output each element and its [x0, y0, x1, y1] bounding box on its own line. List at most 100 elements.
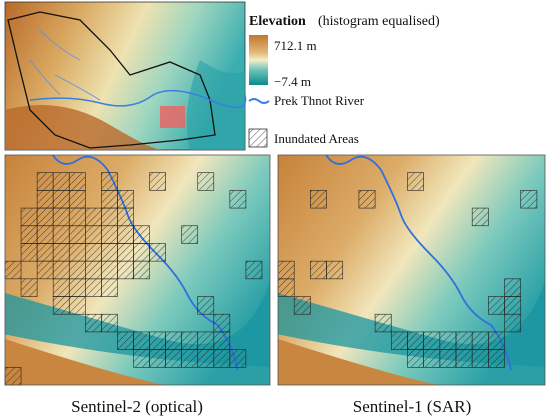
inundated-cell	[85, 225, 102, 244]
inundated-cell	[504, 296, 522, 315]
highland	[5, 339, 164, 385]
inundated-cell	[133, 331, 150, 350]
colorbar	[249, 35, 268, 85]
inundated-cell	[149, 243, 166, 262]
inundated-cell	[68, 278, 86, 297]
inundated-cell	[52, 260, 70, 280]
inundated-cell	[149, 349, 166, 368]
inundated-cell	[117, 190, 134, 209]
inundated-cell	[197, 296, 215, 315]
inundated-cell	[504, 278, 522, 297]
inundated-cell	[52, 278, 70, 297]
inundated-cell	[229, 349, 247, 368]
inundated-cell	[165, 349, 182, 368]
inundated-cell	[101, 313, 118, 333]
inundated-cell	[149, 331, 166, 350]
inundated-cell	[277, 260, 295, 280]
map-panel	[277, 154, 546, 386]
inundated-cell	[101, 278, 118, 297]
inundated-cell	[101, 243, 118, 262]
study-area-box	[160, 106, 185, 128]
inundated-cell	[423, 331, 441, 350]
inundated-label: Inundated Areas	[274, 131, 359, 146]
inundated-cell	[117, 331, 134, 350]
map-panel	[4, 154, 271, 386]
inundated-cell	[52, 296, 70, 315]
inundated-cell	[68, 243, 86, 262]
max-label: 712.1 m	[274, 38, 317, 53]
inundated-cell	[439, 331, 457, 350]
inundated-cell	[471, 331, 489, 350]
inundated-cell	[133, 225, 150, 244]
inundated-cell	[20, 225, 38, 244]
inundated-cell	[52, 225, 70, 244]
inundated-cell	[229, 190, 247, 209]
legend-subtitle: (histogram equalised)	[318, 14, 440, 29]
inundated-cell	[133, 349, 150, 368]
inundated-cell	[471, 349, 489, 368]
inundated-cell	[504, 313, 522, 333]
inundated-cell	[85, 243, 102, 262]
overview-map	[4, 1, 247, 151]
inundated-cell	[471, 207, 489, 227]
inundated-cell	[36, 260, 54, 280]
inundated-cell	[133, 260, 150, 280]
highland	[278, 339, 439, 385]
inundated-cell	[374, 313, 392, 333]
inundated-cell	[85, 313, 102, 333]
inundated-cell	[117, 225, 134, 244]
inundated-cell	[133, 243, 150, 262]
inundated-cell	[439, 349, 457, 368]
inundated-cell	[85, 260, 102, 280]
panel-caption: Sentinel-2 (optical)	[71, 397, 203, 416]
min-label: −7.4 m	[274, 74, 311, 89]
inundated-cell	[68, 260, 86, 280]
inundated-cell	[52, 243, 70, 262]
inundated-cell	[52, 190, 70, 209]
inundated-cell	[358, 190, 376, 209]
inundated-cell	[326, 260, 344, 280]
inundated-cell	[310, 190, 327, 209]
inundated-cell	[455, 331, 473, 350]
inundated-cell	[277, 278, 295, 297]
inundated-cell	[407, 331, 424, 350]
inundated-cell	[85, 278, 102, 297]
inundated-cell	[101, 190, 118, 209]
inundated-cell	[20, 278, 38, 297]
panels	[4, 154, 546, 386]
inundated-cell	[68, 225, 86, 244]
inundated-swatch	[248, 128, 268, 148]
inundated-cell	[117, 243, 134, 262]
panel-frame	[4, 154, 271, 386]
inundated-cell	[181, 225, 199, 244]
inundated-cell	[68, 172, 86, 191]
inundated-cell	[36, 243, 54, 262]
inundated-cell	[488, 349, 505, 368]
inundated-cell	[36, 172, 54, 191]
inundated-cell	[213, 331, 231, 350]
inundated-cell	[165, 331, 182, 350]
inundated-cell	[423, 349, 441, 368]
panel-caption: Sentinel-1 (SAR)	[353, 397, 472, 416]
river-swatch	[248, 98, 270, 104]
inundated-cell	[488, 331, 505, 350]
legend: Elevation (histogram equalised) 712.1 m …	[248, 14, 440, 148]
legend-title: Elevation	[249, 14, 306, 29]
inundated-cell	[310, 260, 327, 280]
inundated-cell	[197, 331, 215, 350]
inundated-cell	[101, 225, 118, 244]
inundated-cell	[520, 190, 538, 209]
inundated-cell	[181, 331, 199, 350]
inundated-cell	[36, 190, 54, 209]
inundated-cell	[149, 172, 166, 191]
inundated-cell	[390, 331, 408, 350]
inundated-cell	[197, 172, 215, 191]
inundated-cell	[85, 207, 102, 227]
inundated-cell	[36, 225, 54, 244]
inundated-cell	[36, 207, 54, 227]
inundated-cell	[117, 260, 134, 280]
inundated-cell	[4, 260, 22, 280]
river	[325, 154, 512, 371]
inundated-cell	[213, 313, 231, 333]
